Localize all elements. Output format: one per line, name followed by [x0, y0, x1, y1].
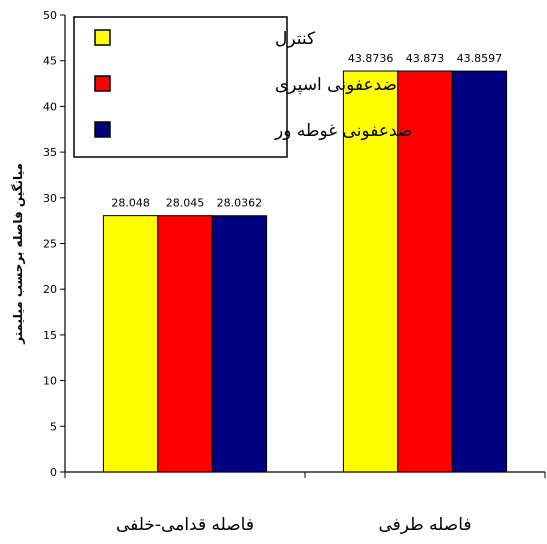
- y-tick-label: 25: [43, 238, 57, 251]
- bar: [397, 70, 453, 473]
- y-tick-label: 50: [43, 9, 57, 22]
- data-label: 28.0362: [217, 197, 263, 210]
- y-tick-label: 5: [50, 420, 57, 433]
- bar: [211, 215, 268, 473]
- data-labels: 28.048 28.045 28.0362 43.8736 43.873 43.8597: [111, 52, 502, 210]
- data-label: 43.8736: [348, 52, 394, 65]
- legend-label: ضدعفونی غوطه ور: [274, 121, 412, 141]
- bar: [451, 70, 508, 473]
- y-tick-label: 20: [43, 283, 57, 296]
- legend-swatch: [94, 121, 111, 138]
- bar: [342, 70, 399, 473]
- y-tick-label: 10: [43, 375, 57, 388]
- y-tick-label: 40: [43, 100, 57, 113]
- category-labels: فاصله قدامی-خلفی فاصله طرفی: [116, 515, 472, 535]
- bar: [157, 215, 213, 473]
- data-label: 43.8597: [457, 52, 503, 65]
- y-axis-title: میانگین فاصله برحسب میلیمتر: [11, 163, 25, 345]
- y-tick-label: 35: [43, 146, 57, 159]
- y-tick-label: 15: [43, 329, 57, 342]
- data-label: 43.873: [406, 52, 445, 65]
- category-label: فاصله طرفی: [378, 515, 471, 535]
- data-label: 28.048: [111, 197, 150, 210]
- bars-layer: [102, 70, 508, 473]
- y-tick-label: 45: [43, 55, 57, 68]
- legend-swatch: [94, 29, 111, 46]
- y-tick-label: 30: [43, 192, 57, 205]
- category-label: فاصله قدامی-خلفی: [116, 515, 254, 535]
- legend-swatch: [94, 75, 111, 92]
- legend-label: کنترل: [275, 29, 316, 49]
- legend: کنترل ضدعفونی اسپری ضدعفونی غوطه ور: [73, 16, 412, 158]
- data-label: 28.045: [166, 197, 205, 210]
- legend-label: ضدعفونی اسپری: [275, 75, 397, 95]
- bar: [102, 215, 159, 473]
- y-tick-label: 0: [50, 466, 57, 479]
- y-ticks: 0 5 10 15 20 25 30 35 40 45 50: [43, 9, 546, 479]
